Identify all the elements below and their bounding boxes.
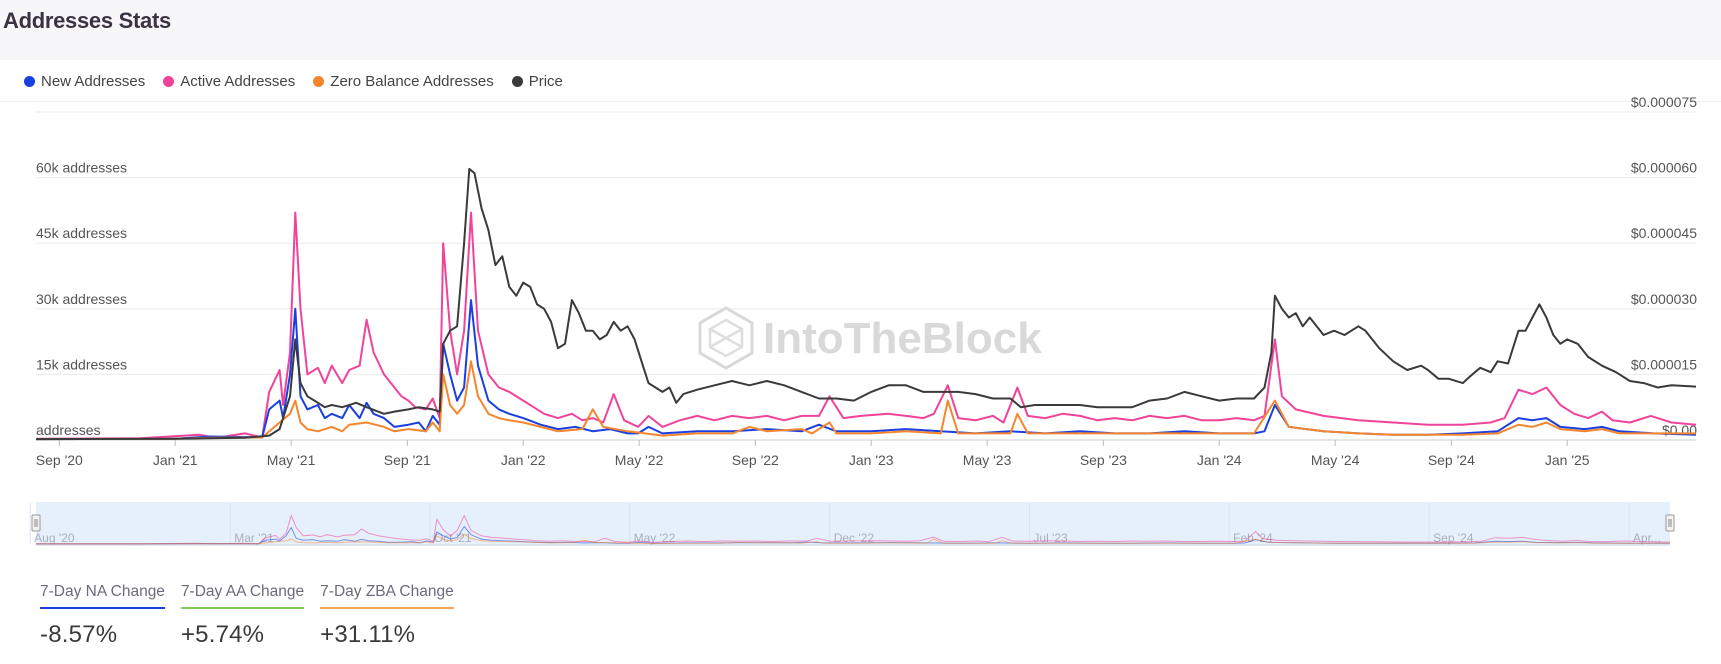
stat-aa-change: 7-Day AA Change +5.74%	[180, 583, 305, 649]
y-left-tick-label: 60k addresses	[36, 160, 127, 176]
range-navigator[interactable]: Aug '20 Mar '21 Oct '21 May '22 Dec '22 Jul '…	[29, 502, 1675, 546]
x-tick-label: Jan '21	[153, 452, 198, 468]
addresses-chart[interactable]: IntoTheBlock addresses 15k addresses 30k a…	[0, 0, 1721, 575]
chart-series	[35, 167, 1697, 441]
x-tick-label: Sep '22	[732, 452, 779, 468]
y-right-tick-label: $0.000060	[1631, 160, 1697, 176]
legend-item-new-addresses[interactable]: New Addresses	[24, 73, 145, 90]
x-tick-label: May '21	[267, 452, 316, 468]
watermark-text: IntoTheBlock	[763, 314, 1042, 363]
stat-label: 7-Day NA Change	[40, 583, 165, 609]
series-line-zero-balance-addresses	[35, 360, 1696, 441]
legend-label: Price	[528, 72, 563, 90]
x-tick-label: Jan '23	[849, 452, 894, 468]
legend-dot-icon	[24, 75, 35, 87]
navigator-line	[36, 514, 1671, 545]
legend-item-price[interactable]: Price	[511, 72, 563, 90]
legend-label: Zero Balance Addresses	[330, 72, 494, 90]
legend-item-active-addresses[interactable]: Active Addresses	[163, 73, 295, 90]
navigator-tick-label: Mar '21	[234, 531, 274, 545]
y-axis-left: addresses 15k addresses 30k addresses 45k a…	[36, 160, 127, 438]
stat-label: 7-Day ZBA Change	[320, 583, 454, 609]
legend-dot-icon	[511, 75, 523, 87]
navigator-handle-right[interactable]	[1665, 514, 1675, 532]
navigator-selection[interactable]	[36, 502, 1670, 545]
y-left-tick-label: 15k addresses	[36, 356, 127, 372]
y-right-tick-label: $0.000075	[1631, 94, 1697, 110]
stats-row: 7-Day NA Change -8.57% 7-Day AA Change +…	[40, 583, 470, 649]
x-tick-label: Sep '24	[1428, 452, 1475, 468]
x-tick-label: Sep '23	[1080, 452, 1127, 468]
stat-label: 7-Day AA Change	[180, 583, 305, 609]
stat-value: +31.11%	[320, 621, 416, 648]
x-tick-label: May '22	[615, 452, 664, 468]
x-tick-label: Sep '20	[36, 452, 83, 468]
legend-item-zero-balance-addresses[interactable]: Zero Balance Addresses	[313, 72, 494, 90]
x-tick-label: Jan '25	[1545, 452, 1590, 468]
chart-grid	[36, 111, 1696, 441]
watermark-logo-icon	[698, 306, 754, 370]
series-line-price	[35, 167, 1697, 441]
y-left-tick-label: 30k addresses	[36, 291, 127, 307]
navigator-handle-left[interactable]	[31, 514, 41, 532]
x-tick-label: Jan '24	[1197, 452, 1242, 468]
stat-value: +5.74%	[180, 621, 265, 648]
legend-label: New Addresses	[41, 72, 146, 90]
legend-label: Active Addresses	[180, 72, 296, 90]
page-title: Addresses Stats	[3, 8, 171, 33]
y-right-tick-label: $0.000045	[1631, 225, 1697, 241]
x-tick-label: May '24	[1311, 452, 1360, 468]
navigator-series	[35, 514, 1671, 545]
y-right-tick-label: $0.000030	[1631, 291, 1697, 307]
y-right-tick-label: $0.000015	[1631, 356, 1697, 372]
stat-na-change: 7-Day NA Change -8.57%	[40, 583, 165, 649]
y-axis-right: $0.00$0.000015$0.000030$0.000045$0.00006…	[1631, 94, 1697, 438]
stat-zba-change: 7-Day ZBA Change +31.11%	[320, 583, 454, 649]
watermark: IntoTheBlock	[698, 306, 1042, 370]
stat-value: -8.57%	[40, 621, 118, 648]
y-left-tick-label: addresses	[36, 422, 101, 438]
header-bar: Addresses Stats	[0, 0, 1721, 60]
legend-dot-icon	[163, 75, 175, 87]
x-axis: Sep '20 Jan '21 May '21 Sep '21 Jan '22 May '…	[36, 440, 1590, 468]
x-tick-label: Sep '21	[384, 452, 431, 468]
x-tick-label: May '23	[963, 452, 1012, 468]
legend-dot-icon	[313, 75, 325, 87]
navigator-tick-label: Aug '20	[34, 531, 75, 545]
chart-legend: New Addresses Active Addresses Zero Bala…	[24, 71, 581, 91]
y-left-tick-label: 45k addresses	[36, 225, 127, 241]
x-tick-label: Jan '22	[501, 452, 546, 468]
navigator-line	[35, 533, 1670, 545]
navigator-tick-label: Jul '23	[1033, 531, 1068, 545]
series-line-active-addresses	[35, 211, 1697, 440]
legend-divider	[0, 101, 1721, 102]
